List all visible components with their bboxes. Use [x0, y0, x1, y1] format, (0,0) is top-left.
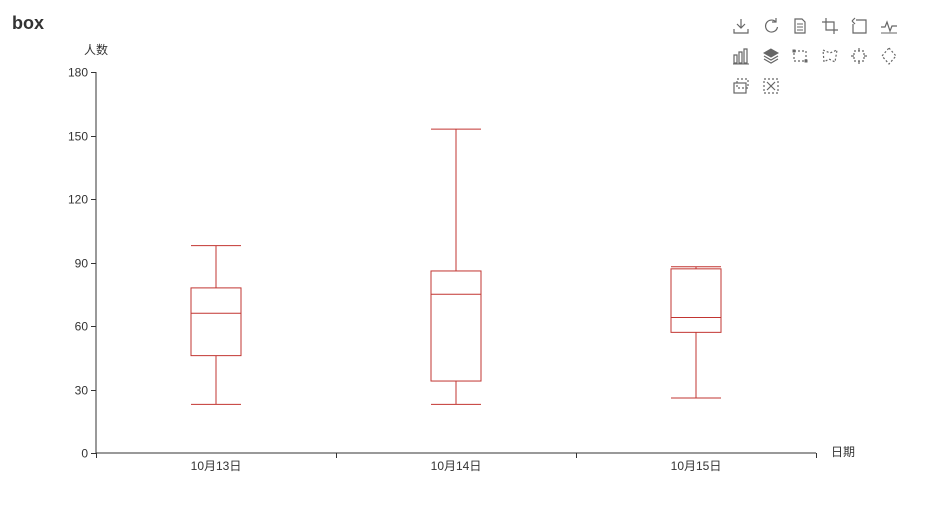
keep-select-button[interactable]	[850, 47, 868, 65]
clear-select-icon	[880, 47, 897, 65]
box	[430, 270, 482, 382]
y-tick-label: 60	[75, 320, 89, 334]
bar-chart-button[interactable]	[732, 47, 750, 65]
brush-keep-icon	[733, 78, 749, 94]
zoom-button[interactable]	[821, 17, 839, 35]
stack-button[interactable]	[762, 47, 780, 65]
x-tick-label: 10月14日	[431, 459, 482, 473]
stack-icon	[762, 48, 779, 64]
chart-title: box	[12, 13, 45, 33]
zoom-icon	[821, 18, 838, 34]
clear-select-button[interactable]	[880, 47, 898, 65]
data-view-icon	[794, 18, 806, 34]
bar-chart-icon	[733, 48, 749, 65]
restore-icon	[764, 18, 778, 33]
toolbox	[732, 17, 912, 107]
brush-clear-icon	[762, 78, 779, 94]
zoom-back-button[interactable]	[850, 17, 868, 35]
y-axis-label: 人数	[84, 42, 108, 57]
x-axis-label: 日期	[831, 445, 855, 459]
y-tick-label: 180	[68, 66, 88, 80]
line-chart-button[interactable]	[880, 17, 898, 35]
box	[190, 287, 242, 357]
zoom-back-icon	[851, 17, 867, 34]
y-tick-label: 90	[75, 257, 89, 271]
y-tick-label: 0	[81, 447, 88, 461]
box	[670, 268, 722, 333]
save-image-button[interactable]	[732, 17, 750, 35]
x-tick-label: 10月13日	[191, 459, 242, 473]
rect-select-icon	[792, 49, 808, 63]
y-tick-label: 150	[68, 130, 88, 144]
restore-button[interactable]	[762, 17, 780, 35]
x-tick-label: 10月15日	[671, 459, 722, 473]
data-view-button[interactable]	[791, 17, 809, 35]
y-tick-label: 120	[68, 193, 88, 207]
save-image-icon	[733, 19, 749, 34]
y-tick-label: 30	[75, 384, 89, 398]
line-chart-icon	[880, 20, 897, 34]
brush-keep-button[interactable]	[732, 77, 750, 95]
brush-clear-button[interactable]	[762, 77, 780, 95]
keep-select-icon	[851, 48, 867, 64]
rect-select-button[interactable]	[791, 47, 809, 65]
